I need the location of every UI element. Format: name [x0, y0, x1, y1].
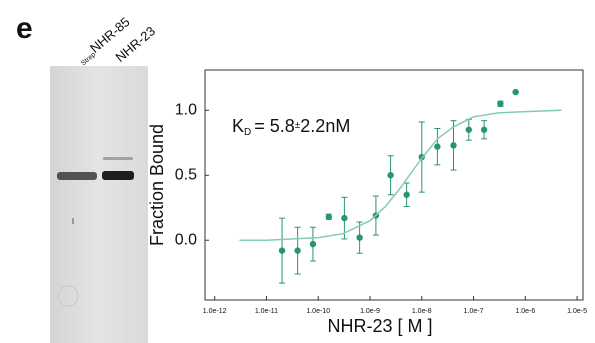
x-axis-label: NHR-23 [ M ] — [327, 316, 432, 336]
data-point — [341, 215, 347, 221]
data-point — [403, 192, 409, 198]
kd-symbol: K — [232, 116, 244, 136]
data-point — [279, 247, 285, 253]
data-point — [310, 241, 316, 247]
gel-band — [102, 171, 134, 180]
x-tick-label: 1.0e-9 — [360, 308, 380, 315]
data-point — [466, 127, 472, 133]
gel — [50, 66, 148, 343]
data-point — [387, 172, 393, 178]
figure: e StrepNHR-85 NHR-23 NHR-23 [ M ] Fracti… — [0, 0, 595, 343]
y-axis-label: Fraction Bound — [147, 124, 167, 246]
kd-error: 2.2nM — [300, 116, 350, 136]
plot-frame — [205, 70, 583, 300]
data-point — [356, 234, 362, 240]
x-tick-label: 1.0e-7 — [464, 308, 484, 315]
x-tick-label: 1.0e-10 — [306, 308, 330, 315]
data-point — [512, 89, 518, 95]
data-point — [497, 101, 503, 107]
x-tick-label: 1.0e-8 — [412, 308, 432, 315]
data-point — [481, 127, 487, 133]
data-point — [326, 214, 332, 220]
panel-label: e — [16, 12, 33, 45]
y-tick-label: 0.5 — [175, 166, 197, 183]
x-tick-label: 1.0e-5 — [567, 308, 587, 315]
x-tick-label: 1.0e-6 — [515, 308, 535, 315]
kd-subscript: D — [244, 127, 251, 138]
annotation: KD= 5.8±2.2nM — [232, 116, 350, 138]
gel-spot — [72, 218, 74, 224]
gel-band — [103, 157, 133, 160]
x-tick-label: 1.0e-11 — [255, 308, 278, 315]
data-point — [294, 247, 300, 253]
kd-value: = 5.8 — [254, 116, 295, 136]
y-tick-label: 1.0 — [175, 102, 197, 119]
y-tick-label: 0.0 — [175, 231, 197, 248]
data-point — [450, 142, 456, 148]
gel-image — [50, 66, 148, 343]
data-point — [434, 143, 440, 149]
gel-band — [57, 172, 97, 180]
x-tick-label: 1.0e-12 — [203, 308, 227, 315]
